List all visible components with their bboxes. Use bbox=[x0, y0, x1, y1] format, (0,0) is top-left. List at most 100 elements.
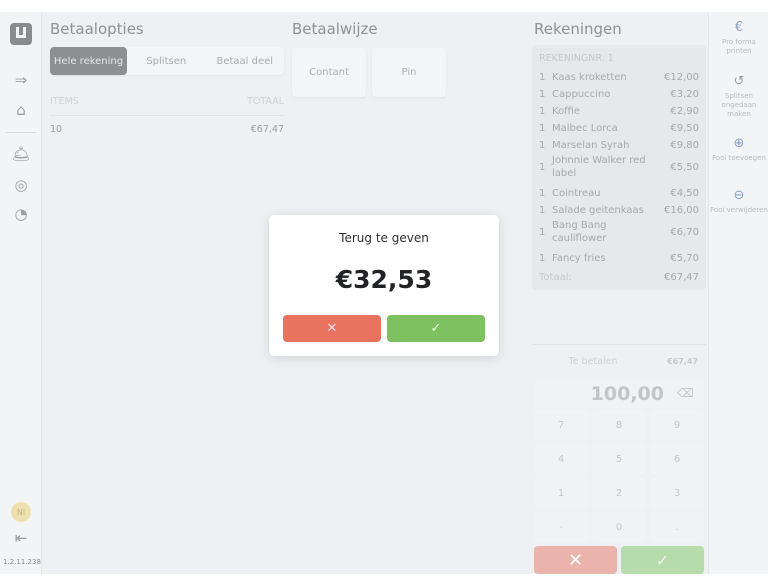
pin-button[interactable]: Pin bbox=[372, 48, 446, 97]
tab-splitsen[interactable]: Splitsen bbox=[146, 55, 187, 67]
avatar[interactable]: NI bbox=[11, 502, 31, 522]
line-qty: 1 bbox=[539, 226, 546, 238]
close-icon: ✕ bbox=[567, 549, 584, 571]
line-name: Johnnie Walker red label bbox=[552, 155, 646, 179]
amount-field[interactable]: 100,00 ⌫ bbox=[534, 380, 704, 408]
line-name: Bang Bang cauliflower bbox=[552, 220, 607, 244]
bills-title: Rekeningen bbox=[534, 20, 622, 38]
pie-chart-icon[interactable]: ◔ bbox=[14, 205, 28, 223]
line-name: Cointreau bbox=[552, 188, 601, 199]
app: ⇒ ⌂ 🛎︎ ◎ ◔ NI ⇤ 1.2.11.238 Betaalopties … bbox=[0, 12, 768, 574]
line-qty: 1 bbox=[539, 205, 546, 216]
key-2[interactable]: 2 bbox=[592, 478, 646, 508]
key-3[interactable]: 3 bbox=[650, 478, 704, 508]
undo-icon: ↺ bbox=[733, 74, 745, 89]
line-price: €16,00 bbox=[664, 205, 699, 216]
key-decimal[interactable]: . bbox=[650, 512, 704, 542]
line-price: €9,80 bbox=[670, 140, 699, 151]
line-name: Kaas kroketten bbox=[552, 72, 627, 83]
line-name: Marselan Syrah bbox=[552, 140, 630, 151]
key-5[interactable]: 5 bbox=[592, 444, 646, 474]
key-1[interactable]: 1 bbox=[534, 478, 588, 508]
bill-line[interactable]: 1 Kaas kroketten €12,00 bbox=[532, 69, 706, 86]
undo-split-button[interactable]: ↺ Splitsen ongedaan maken bbox=[709, 74, 768, 119]
line-price: €5,70 bbox=[670, 253, 699, 264]
line-qty: 1 bbox=[539, 140, 546, 151]
eye-icon[interactable]: ◎ bbox=[14, 176, 28, 194]
bill-line[interactable]: 1 Marselan Syrah €9,80 bbox=[532, 137, 706, 154]
tab-hele-rekening[interactable]: Hele rekening bbox=[50, 47, 127, 75]
line-qty: 1 bbox=[539, 188, 546, 199]
bill-line[interactable]: 1 Johnnie Walker red label €5,50 bbox=[532, 154, 706, 180]
keypad-confirm-button[interactable]: ✓ bbox=[621, 546, 704, 574]
version: 1.2.11.238 bbox=[3, 558, 41, 566]
action-label: Fooi toevoegen bbox=[712, 154, 766, 162]
key-0[interactable]: 0 bbox=[592, 512, 646, 542]
items-total: €67,47 bbox=[250, 124, 284, 135]
change-dialog: Terug te geven €32,53 ✕ ✓ bbox=[269, 215, 499, 356]
dialog-confirm-button[interactable]: ✓ bbox=[387, 315, 485, 342]
line-name: Malbec Lorca bbox=[552, 123, 618, 134]
tip-remove-icon: ⊖ bbox=[733, 188, 745, 203]
add-tip-button[interactable]: ⊕ Fooi toevoegen bbox=[709, 136, 768, 163]
action-label: Splitsen ongedaan maken bbox=[721, 92, 757, 118]
cash-button[interactable]: Contant bbox=[292, 48, 366, 97]
bill-line[interactable]: 1 Bang Bang cauliflower €6,70 bbox=[532, 219, 706, 245]
key-minus[interactable]: - bbox=[534, 512, 588, 542]
line-price: €4,50 bbox=[670, 188, 699, 199]
sidebar: ⇒ ⌂ 🛎︎ ◎ ◔ NI ⇤ 1.2.11.238 bbox=[0, 12, 42, 574]
keypad-cancel-button[interactable]: ✕ bbox=[534, 546, 617, 574]
divider bbox=[532, 344, 706, 345]
line-price: €2,90 bbox=[670, 106, 699, 117]
line-name: Koffie bbox=[552, 106, 580, 117]
col-total: TOTAAL bbox=[247, 96, 284, 107]
bill-line[interactable]: 1 Cointreau €4,50 bbox=[532, 185, 706, 202]
payment-method-title: Betaalwijze bbox=[292, 20, 378, 38]
logout-icon[interactable]: ⇤ bbox=[14, 529, 28, 547]
line-price: €12,00 bbox=[664, 72, 699, 83]
total-value: €67,47 bbox=[664, 272, 699, 283]
items-count: 10 bbox=[50, 124, 63, 135]
close-icon: ✕ bbox=[326, 321, 338, 336]
tab-betaal-deel[interactable]: Betaal deel bbox=[216, 55, 274, 67]
remove-tip-button[interactable]: ⊖ Fooi verwijderen bbox=[709, 188, 768, 215]
line-name: Fancy fries bbox=[552, 253, 606, 264]
bill-line[interactable]: 1 Malbec Lorca €9,50 bbox=[532, 120, 706, 137]
key-7[interactable]: 7 bbox=[534, 410, 588, 440]
key-4[interactable]: 4 bbox=[534, 444, 588, 474]
bill-line[interactable]: 1 Salade geitenkaas €16,00 bbox=[532, 202, 706, 219]
amount-value: 100,00 bbox=[590, 383, 664, 405]
line-price: €6,70 bbox=[670, 226, 699, 238]
service-bell-icon[interactable]: 🛎︎ bbox=[11, 145, 31, 163]
key-9[interactable]: 9 bbox=[650, 410, 704, 440]
pro-forma-print-button[interactable]: € Pro forma printen bbox=[709, 20, 768, 56]
line-qty: 1 bbox=[539, 161, 546, 173]
bill-line[interactable]: 1 Fancy fries €5,70 bbox=[532, 250, 706, 267]
to-pay-value: €67,47 bbox=[667, 357, 698, 366]
bill-card: REKENINGNR. 1 1 Kaas kroketten €12,00 1 Capp… bbox=[532, 45, 706, 290]
action-label: Fooi verwijderen bbox=[710, 206, 768, 214]
payment-options-title: Betaalopties bbox=[50, 20, 144, 38]
line-qty: 1 bbox=[539, 253, 546, 264]
bill-line[interactable]: 1 Cappuccino €3,20 bbox=[532, 86, 706, 103]
collapse-menu-icon[interactable]: ⇒ bbox=[14, 71, 28, 89]
euro-receipt-icon: € bbox=[734, 20, 744, 35]
dialog-cancel-button[interactable]: ✕ bbox=[283, 315, 381, 342]
line-qty: 1 bbox=[539, 72, 546, 83]
divider bbox=[6, 132, 36, 133]
logo bbox=[10, 23, 32, 45]
line-price: €3,20 bbox=[670, 89, 699, 100]
line-price: €5,50 bbox=[670, 161, 699, 173]
to-pay-label: Te betalen bbox=[568, 356, 618, 367]
change-amount: €32,53 bbox=[335, 265, 433, 294]
dialog-title: Terug te geven bbox=[339, 231, 429, 245]
key-8[interactable]: 8 bbox=[592, 410, 646, 440]
line-qty: 1 bbox=[539, 123, 546, 134]
key-6[interactable]: 6 bbox=[650, 444, 704, 474]
backspace-icon[interactable]: ⌫ bbox=[677, 386, 694, 400]
check-icon: ✓ bbox=[655, 550, 670, 570]
action-label: Pro forma printen bbox=[722, 38, 756, 55]
divider bbox=[50, 115, 284, 116]
home-icon[interactable]: ⌂ bbox=[16, 101, 26, 119]
bill-line[interactable]: 1 Koffie €2,90 bbox=[532, 103, 706, 120]
